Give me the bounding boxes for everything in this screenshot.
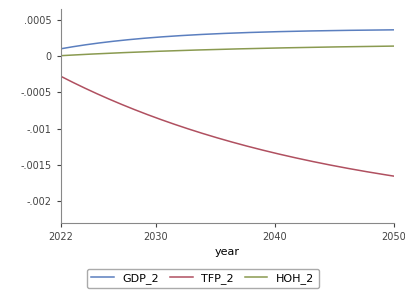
HOH_2 [218, 48, 223, 51]
TFP_2 [382, 173, 387, 177]
HOH_2 [382, 45, 387, 48]
HOH_2 [58, 54, 63, 57]
GDP_2 [218, 32, 223, 35]
GDP_2 [256, 30, 261, 34]
GDP_2 [382, 28, 387, 32]
HOH_2 [216, 48, 221, 51]
HOH_2 [238, 47, 243, 50]
TFP_2 [238, 143, 243, 146]
TFP_2 [216, 137, 221, 140]
GDP_2 [216, 32, 221, 35]
TFP_2 [256, 147, 261, 151]
GDP_2 [238, 31, 243, 34]
TFP_2 [330, 164, 335, 168]
HOH_2 [390, 44, 395, 48]
GDP_2 [390, 28, 395, 31]
TFP_2 [218, 137, 223, 141]
Legend: GDP_2, TFP_2, HOH_2: GDP_2, TFP_2, HOH_2 [87, 269, 318, 288]
TFP_2 [58, 75, 63, 78]
X-axis label: year: year [214, 247, 239, 257]
HOH_2 [330, 45, 335, 49]
Line: HOH_2: HOH_2 [61, 46, 393, 56]
GDP_2 [58, 47, 63, 50]
TFP_2 [390, 174, 395, 178]
Line: TFP_2: TFP_2 [61, 76, 393, 176]
HOH_2 [256, 47, 261, 50]
GDP_2 [330, 29, 335, 32]
Line: GDP_2: GDP_2 [61, 30, 393, 49]
